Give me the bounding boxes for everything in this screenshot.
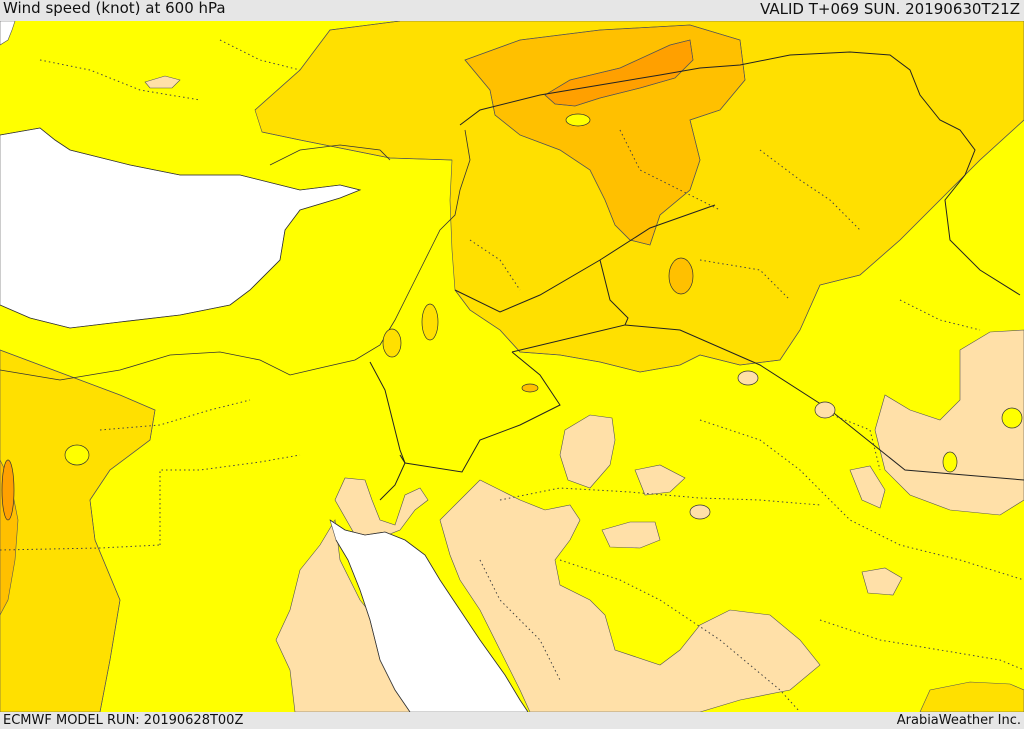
wind-band-light-patch-3 <box>601 521 661 549</box>
coastlines <box>0 127 529 712</box>
model-run-label: ECMWF MODEL RUN: 20190628T00Z <box>3 713 244 728</box>
footer-bar: ECMWF MODEL RUN: 20190628T00Z ArabiaWeat… <box>0 712 1024 729</box>
small-features <box>1 113 1023 521</box>
header-bar: Wind speed (knot) at 600 hPa VALID T+069… <box>0 0 1024 21</box>
wind-band-light-patch-1 <box>559 414 616 489</box>
wind-band-light-patch-6 <box>144 75 181 89</box>
wind-band-light-patch-4 <box>849 465 886 509</box>
map-canvas <box>0 21 1024 712</box>
wind-speed-map <box>0 21 1024 712</box>
wind-band-light-east <box>874 329 1024 516</box>
wind-band-light-patch-2 <box>634 464 686 496</box>
wind-band-light-patch-5 <box>861 567 903 596</box>
wind-band-gold-southeast <box>919 681 1024 712</box>
credit-label: ArabiaWeather Inc. <box>896 713 1021 728</box>
map-title: Wind speed (knot) at 600 hPa <box>3 0 226 17</box>
aegean-sea <box>0 21 16 46</box>
valid-time: VALID T+069 SUN. 20190630T21Z <box>760 0 1020 18</box>
admin-boundaries <box>0 39 1024 712</box>
wind-band-light-arabia <box>439 479 821 712</box>
